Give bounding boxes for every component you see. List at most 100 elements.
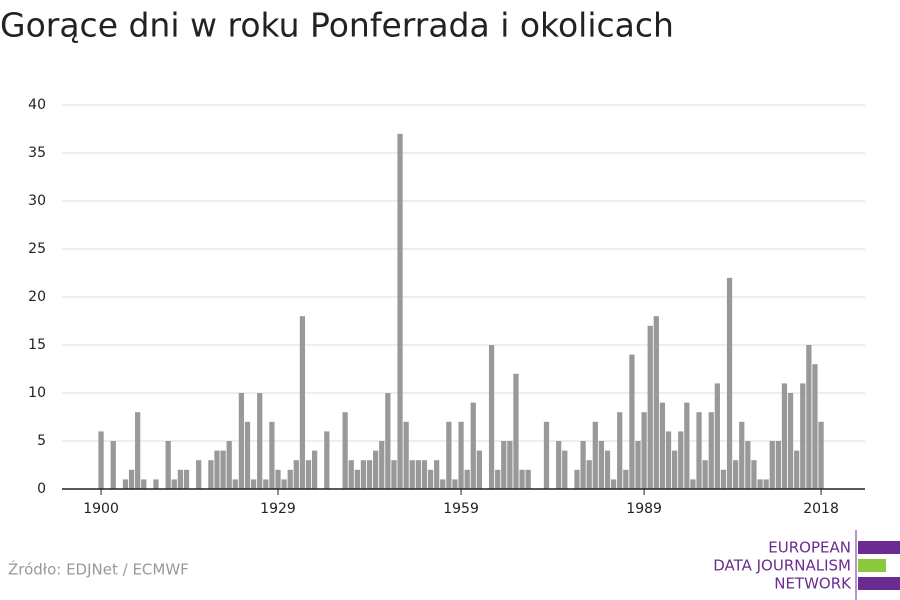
bar <box>135 412 141 489</box>
y-tick-label: 30 <box>28 193 46 209</box>
bar <box>373 450 379 489</box>
logo-bar <box>858 559 886 572</box>
bar <box>769 441 775 489</box>
bar <box>440 479 446 489</box>
bar <box>794 450 800 489</box>
bar <box>586 460 592 489</box>
bar <box>275 469 281 489</box>
bar <box>513 373 519 489</box>
bar <box>665 431 672 489</box>
bar <box>604 450 611 489</box>
bar <box>763 479 769 489</box>
x-tick-label: 2018 <box>803 501 839 517</box>
bar <box>458 421 464 489</box>
bar <box>635 441 641 489</box>
bar <box>250 479 257 489</box>
bar <box>800 383 806 489</box>
bar <box>745 441 751 489</box>
bar <box>379 441 385 489</box>
bar <box>153 479 159 489</box>
y-tick-label: 10 <box>28 385 46 401</box>
y-tick-label: 40 <box>28 97 46 113</box>
bar <box>391 460 397 489</box>
bar <box>623 469 629 489</box>
bar <box>311 450 318 489</box>
bar <box>787 393 794 489</box>
bar <box>263 479 269 489</box>
bar <box>726 277 733 489</box>
bar <box>183 469 190 489</box>
bar <box>171 479 177 489</box>
y-tick-label: 35 <box>28 145 46 161</box>
bar <box>415 460 421 489</box>
bar <box>647 325 653 489</box>
bar <box>348 460 354 489</box>
bar <box>385 393 391 489</box>
bar <box>751 460 757 489</box>
bar <box>818 421 824 489</box>
bar <box>196 460 202 489</box>
x-tick-label: 1929 <box>260 501 296 517</box>
bar <box>165 441 171 489</box>
source: Źródło: EDJNet / ECMWF <box>8 560 189 579</box>
bar <box>495 469 501 489</box>
bar <box>128 469 135 489</box>
bar <box>543 421 550 489</box>
bar <box>714 383 720 489</box>
bar <box>342 412 348 489</box>
bar <box>238 393 245 489</box>
bar <box>592 421 598 489</box>
bar <box>257 393 263 489</box>
bar <box>574 469 580 489</box>
bar <box>757 479 763 489</box>
bar <box>720 469 727 489</box>
bar <box>812 364 818 489</box>
bar <box>305 460 312 489</box>
bar <box>690 479 696 489</box>
bar <box>122 479 129 489</box>
bar <box>684 402 690 489</box>
x-tick-label: 1900 <box>83 501 119 517</box>
bar <box>562 450 568 489</box>
bar <box>287 469 293 489</box>
bar <box>281 479 287 489</box>
bar <box>653 316 659 489</box>
logo: EUROPEAN DATA JOURNALISM NETWORK <box>713 530 900 600</box>
bar <box>696 412 702 489</box>
bar <box>464 469 470 489</box>
y-tick-label: 20 <box>28 289 46 305</box>
bar <box>226 441 232 489</box>
bar <box>232 479 238 489</box>
bar <box>702 460 708 489</box>
bar <box>403 421 409 489</box>
bar <box>708 412 714 489</box>
bar <box>293 460 299 489</box>
bar <box>781 383 788 489</box>
bar <box>409 460 415 489</box>
bar <box>806 345 812 489</box>
bar <box>598 441 605 489</box>
bar <box>110 441 116 489</box>
bar <box>98 431 104 489</box>
bar <box>214 450 220 489</box>
bar <box>177 469 183 489</box>
bar <box>556 441 562 489</box>
bar <box>775 441 781 489</box>
bar <box>220 450 226 489</box>
bar <box>269 421 275 489</box>
logo-bar <box>858 577 900 590</box>
y-tick-label: 15 <box>28 337 46 353</box>
bar <box>617 412 623 489</box>
bar <box>141 479 147 489</box>
bar <box>208 460 214 489</box>
bar <box>629 354 635 489</box>
logo-text: EUROPEAN <box>768 539 851 557</box>
bar <box>525 469 531 489</box>
bar <box>470 402 476 489</box>
bar <box>580 441 586 489</box>
bar <box>360 460 367 489</box>
bar <box>739 421 745 489</box>
chart-title: Gorące dni w roku Ponferrada i okolicach <box>0 6 674 45</box>
y-tick-label: 0 <box>37 481 46 497</box>
